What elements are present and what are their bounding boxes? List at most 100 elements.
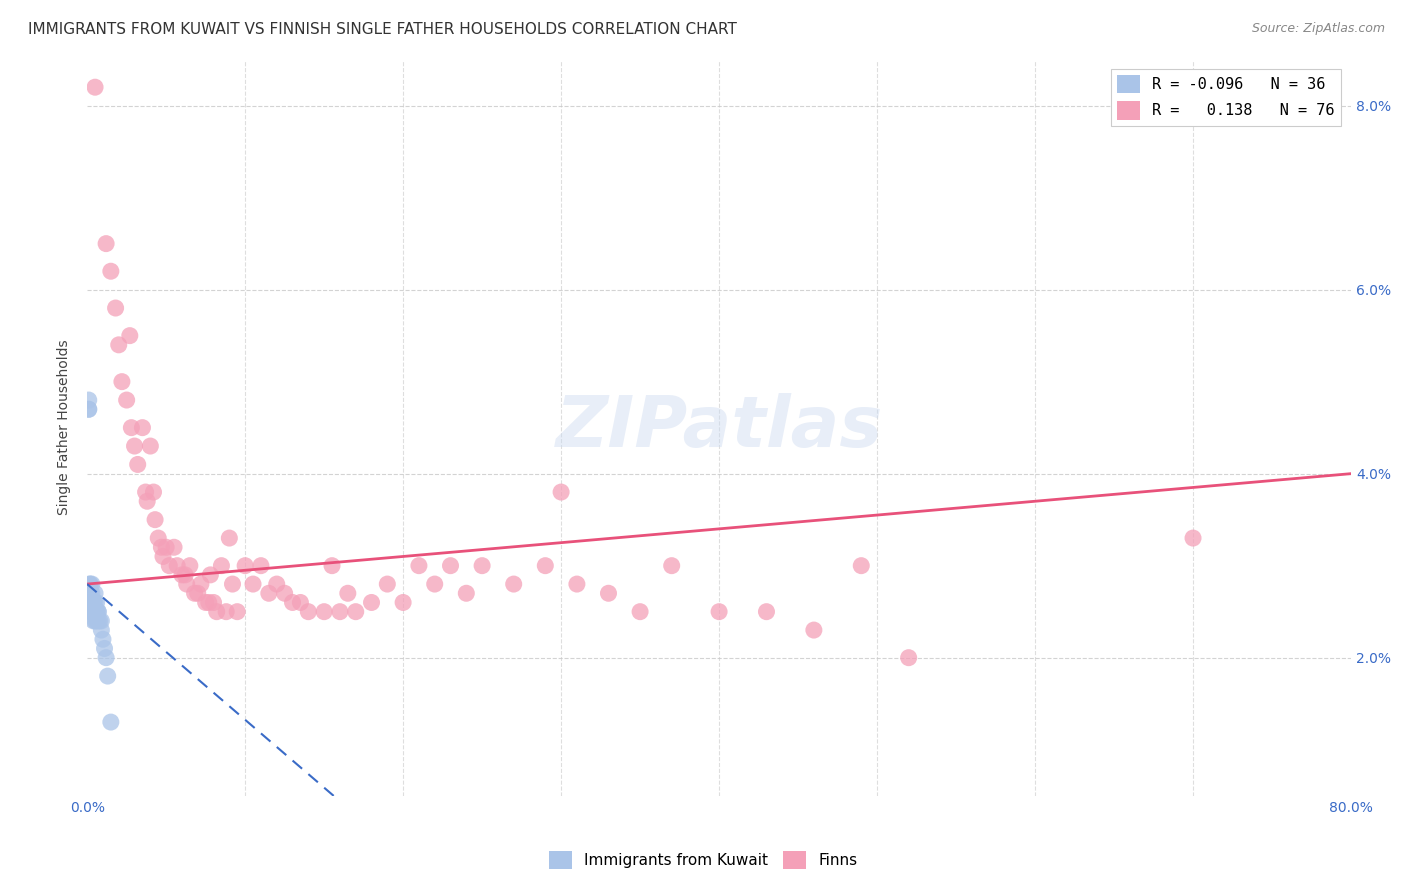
Point [115,392,138,407]
Point [80,605,103,619]
Point [209,558,232,573]
Point [471,558,494,573]
Point [392,595,415,609]
Point [94,650,117,665]
Point [194,595,217,609]
Point [82,605,104,619]
Point [215,605,238,619]
Point [107,338,129,352]
Point [79,595,101,609]
Point [221,577,243,591]
Point [84,614,107,628]
Point [360,595,382,609]
Point [344,605,367,619]
Y-axis label: Single Father Households: Single Father Households [58,340,72,516]
Point [111,375,134,389]
Point [77,392,100,407]
Point [84,595,107,609]
Point [87,605,110,619]
Point [84,605,107,619]
Point [423,577,446,591]
Point [82,614,104,628]
Point [321,558,343,573]
Point [90,614,112,628]
Point [79,605,101,619]
Point [124,439,146,453]
Point [82,605,104,619]
Point [94,236,117,251]
Point [86,614,108,628]
Point [82,595,104,609]
Point [100,264,122,278]
Point [534,558,557,573]
Point [170,567,193,582]
Point [87,605,110,619]
Text: ZIPatlas: ZIPatlas [555,393,883,462]
Point [266,577,288,591]
Point [226,605,249,619]
Point [242,577,264,591]
Point [90,623,112,637]
Point [86,595,108,609]
Point [148,531,170,545]
Point [80,586,103,600]
Point [79,577,101,591]
Point [120,420,142,434]
Point [336,586,359,600]
Point [87,614,110,628]
Point [163,541,186,555]
Point [803,623,825,637]
Point [135,485,157,500]
Point [97,669,120,683]
Point [202,595,225,609]
Point [118,328,141,343]
Point [93,641,115,656]
Point [79,586,101,600]
Point [84,80,107,95]
Point [897,650,920,665]
Point [80,605,103,619]
Point [297,605,319,619]
Point [707,605,730,619]
Point [131,420,153,434]
Point [77,402,100,417]
Point [565,577,588,591]
Legend: Immigrants from Kuwait, Finns: Immigrants from Kuwait, Finns [543,845,863,875]
Point [100,715,122,730]
Point [851,558,873,573]
Point [550,485,572,500]
Point [157,558,180,573]
Point [200,567,222,582]
Point [155,541,177,555]
Point [104,301,127,315]
Point [502,577,524,591]
Point [143,513,166,527]
Text: Source: ZipAtlas.com: Source: ZipAtlas.com [1251,22,1385,36]
Point [174,567,197,582]
Point [152,549,174,564]
Point [257,586,280,600]
Point [79,595,101,609]
Point [91,632,114,647]
Point [250,558,273,573]
Point [80,595,103,609]
Point [166,558,188,573]
Point [1182,531,1205,545]
Point [190,577,212,591]
Point [136,494,159,508]
Point [77,402,100,417]
Point [205,605,228,619]
Point [86,605,108,619]
Point [89,614,111,628]
Legend: R = -0.096   N = 36, R =   0.138   N = 76: R = -0.096 N = 36, R = 0.138 N = 76 [1111,69,1341,126]
Point [456,586,478,600]
Point [755,605,778,619]
Point [628,605,651,619]
Point [79,577,101,591]
Point [198,595,221,609]
Point [408,558,430,573]
Point [218,531,240,545]
Point [314,605,336,619]
Point [127,458,149,472]
Point [183,586,205,600]
